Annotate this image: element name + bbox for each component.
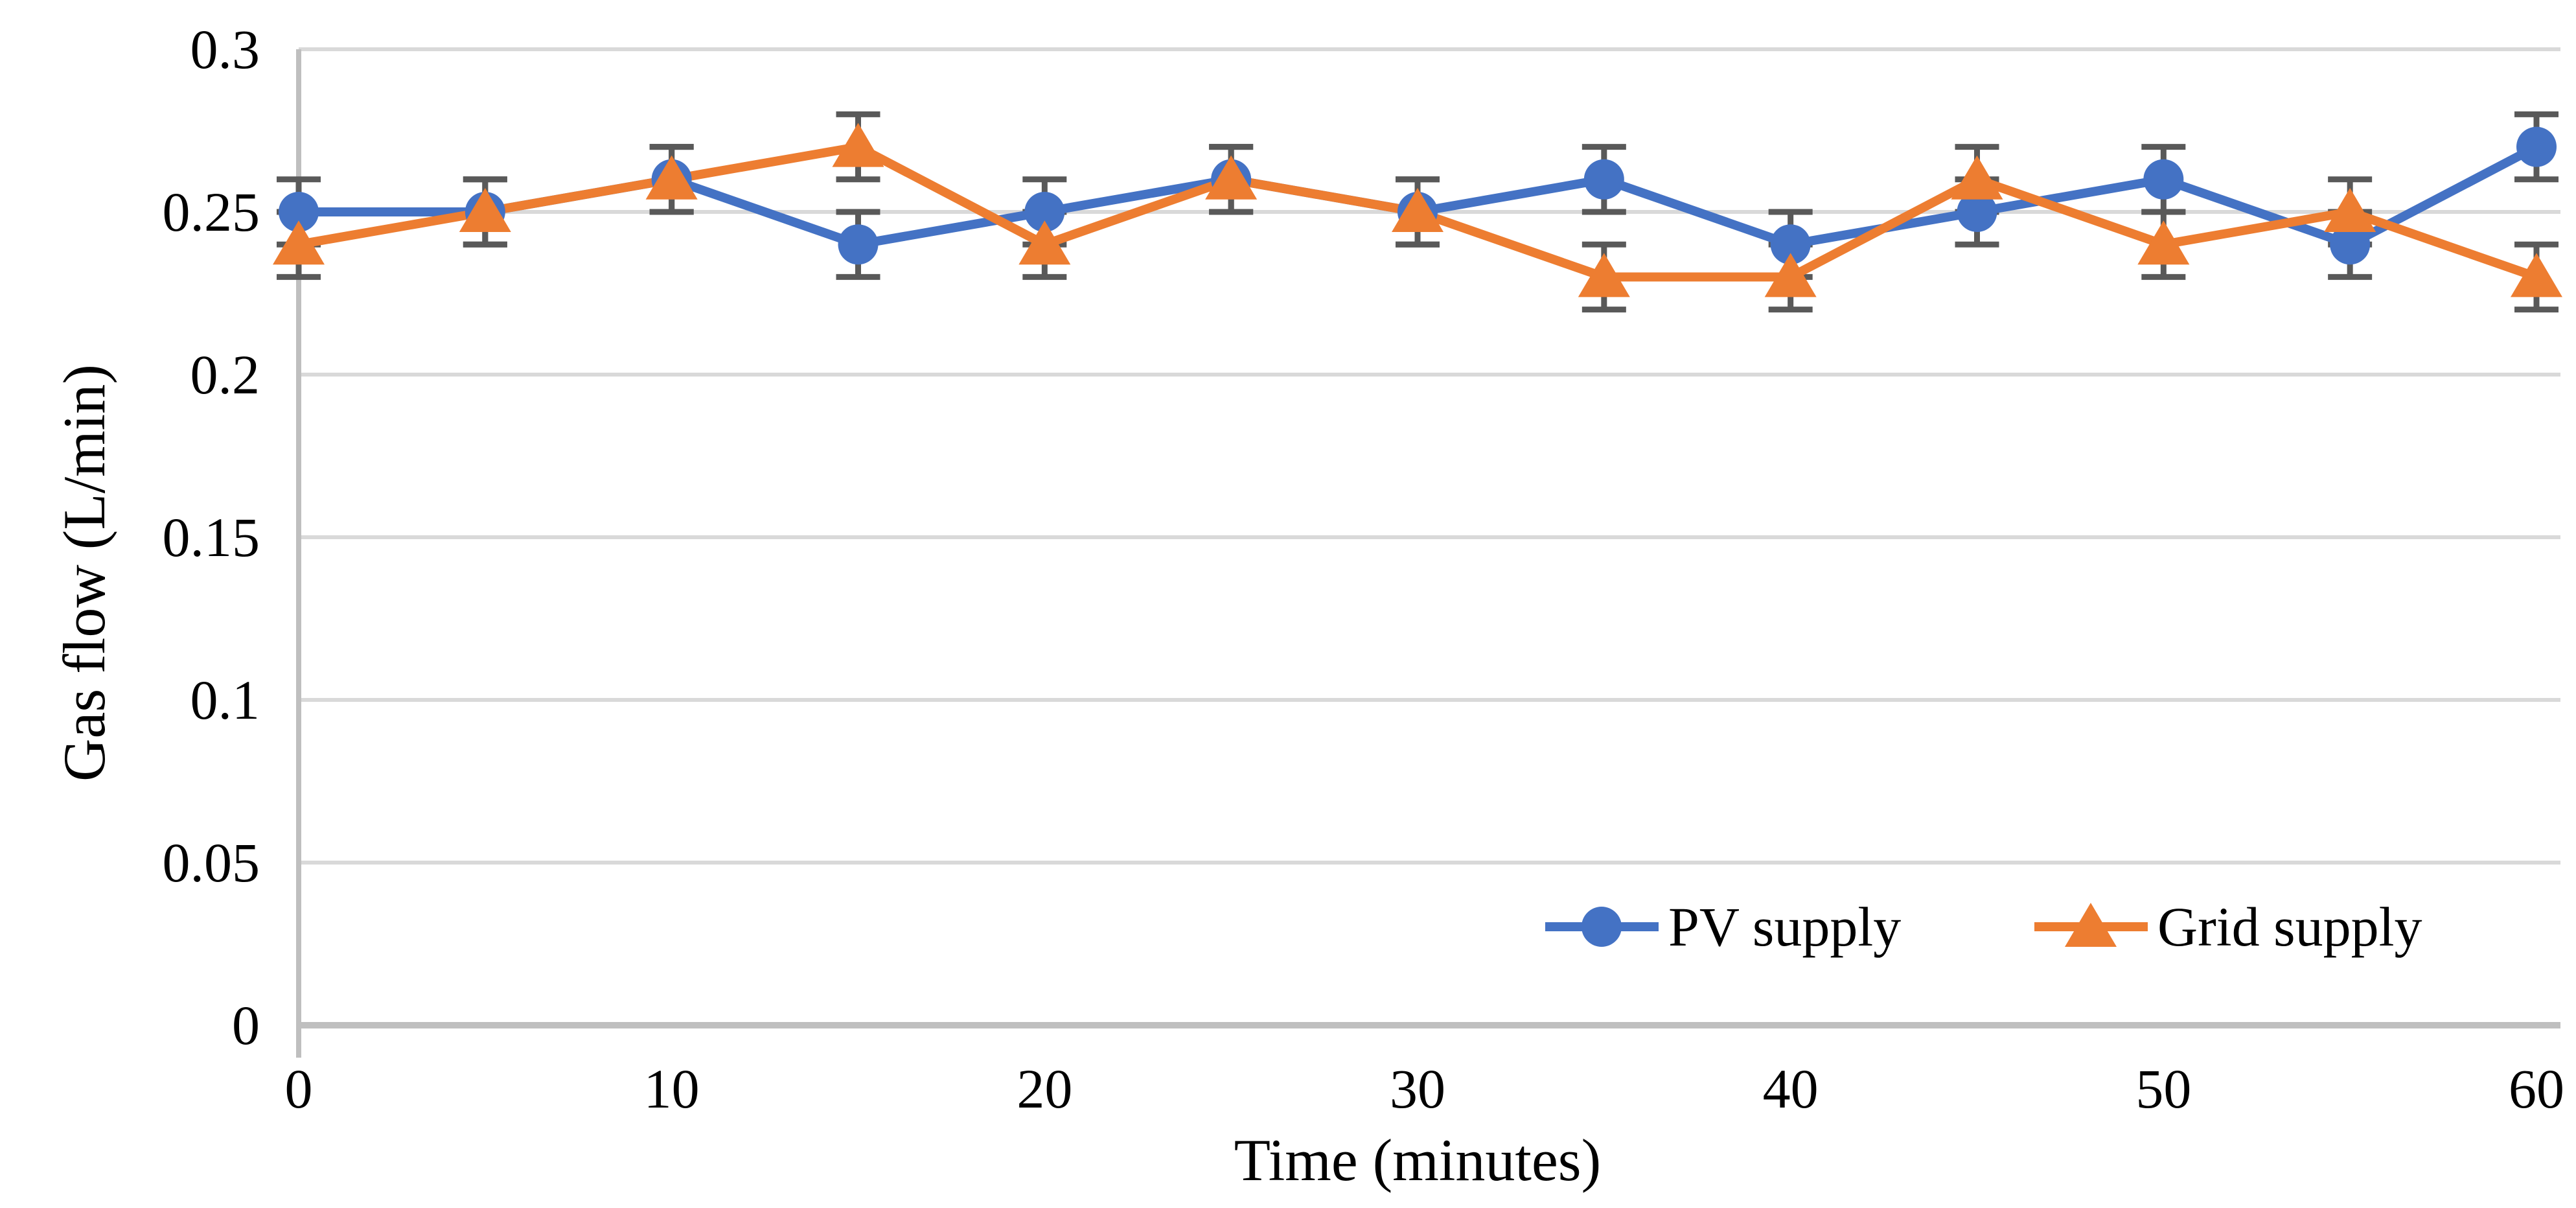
marker-grid-supply <box>1205 155 1258 200</box>
x-tick-label: 30 <box>1390 1058 1445 1120</box>
marker-grid-supply <box>645 155 698 200</box>
y-tick-label: 0 <box>232 994 260 1056</box>
x-tick-label: 50 <box>2135 1058 2191 1120</box>
marker-grid-supply <box>2324 188 2376 232</box>
x-tick-label: 0 <box>285 1058 313 1120</box>
y-axis-title: Gas flow (L/min) <box>51 364 117 782</box>
x-tick-label: 60 <box>2509 1058 2564 1120</box>
marker-pv-supply <box>2516 126 2557 167</box>
marker-grid-supply <box>1951 155 2003 200</box>
x-tick-label: 20 <box>1017 1058 1072 1120</box>
marker-pv-supply <box>279 192 319 232</box>
marker-grid-supply <box>459 188 511 232</box>
legend-marker-pv-supply <box>1581 907 1622 947</box>
y-tick-label: 0.25 <box>163 181 260 243</box>
y-tick-label: 0.3 <box>190 18 260 80</box>
x-tick-label: 10 <box>644 1058 700 1120</box>
legend-marker-grid-supply <box>2065 903 2117 947</box>
marker-grid-supply <box>1018 220 1071 265</box>
marker-pv-supply <box>2330 224 2371 265</box>
marker-grid-supply <box>2511 253 2562 297</box>
marker-grid-supply <box>273 220 325 265</box>
marker-grid-supply <box>1392 188 1443 232</box>
marker-pv-supply <box>1770 224 1811 265</box>
marker-pv-supply <box>1583 159 1624 200</box>
marker-grid-supply <box>1578 253 1630 297</box>
x-axis-title: Time (minutes) <box>1234 1127 1602 1193</box>
x-tick-label: 40 <box>1763 1058 1819 1120</box>
y-tick-label: 0.15 <box>163 506 260 568</box>
marker-grid-supply <box>832 122 884 167</box>
legend-label-grid-supply: Grid supply <box>2157 896 2422 958</box>
y-tick-label: 0.05 <box>163 831 260 894</box>
y-tick-label: 0.1 <box>190 669 260 731</box>
legend-label-pv-supply: PV supply <box>1668 896 1901 958</box>
marker-pv-supply <box>1957 192 1997 232</box>
y-tick-label: 0.2 <box>190 343 260 406</box>
marker-pv-supply <box>2143 159 2184 200</box>
marker-pv-supply <box>1024 192 1065 232</box>
marker-grid-supply <box>1764 253 1817 297</box>
marker-grid-supply <box>2137 220 2190 265</box>
marker-pv-supply <box>838 224 879 265</box>
